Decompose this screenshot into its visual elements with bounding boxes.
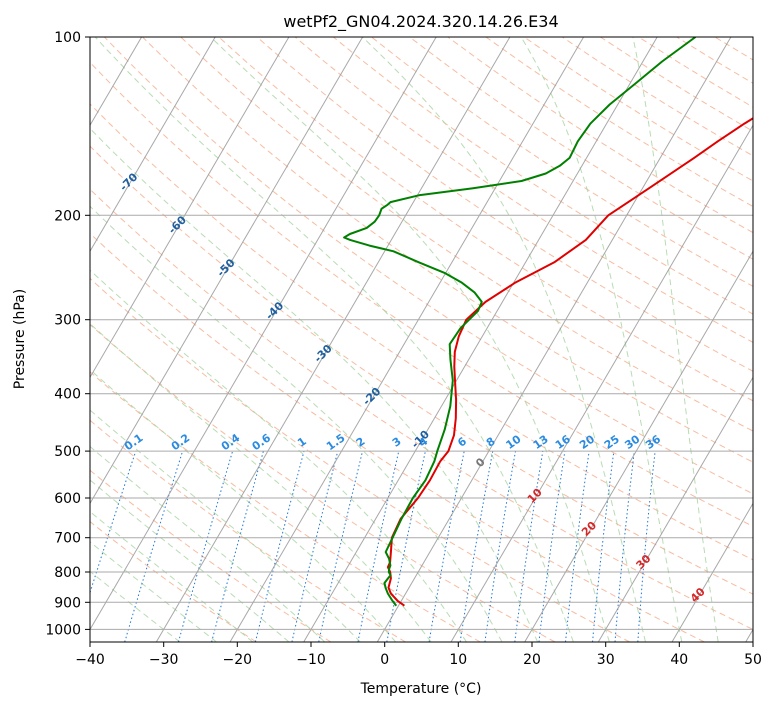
mixing-ratio-line [211,450,264,642]
x-axis-title: Temperature (°C) [360,681,482,697]
mixing-ratio-line [124,450,184,642]
mixing-ratio-line [565,451,590,642]
dry-adiabat-line [90,371,481,642]
skewed-isotherms [90,37,753,642]
y-tick-label: 900 [54,595,81,611]
mixing-ratio-line [637,451,656,642]
isotherm-line [155,37,511,642]
y-tick-label: 700 [54,531,81,547]
dry-adiabat-line [371,37,753,287]
mixing-ratio-lines [90,450,656,642]
plot-frame [89,36,754,643]
dry-adiabat-line [90,419,406,642]
dry-adiabat-line [90,61,753,527]
chart-title: wetPf2_GN04.2024.320.14.26.E34 [283,12,558,32]
x-tick-label: 30 [597,652,615,668]
mixing-ratio-line [538,451,566,642]
isobar-gridlines [90,37,753,630]
x-tick-label: −10 [296,652,326,668]
y-tick-label: 500 [54,444,81,460]
moist-adiabat-line [632,37,719,642]
mixing-ratio-line [592,451,615,642]
isotherm-line [90,37,437,631]
isotherm-line [303,37,658,642]
mixing-ratio-line [357,450,400,642]
dry-adiabat-line [256,37,753,372]
isotherm-line [671,502,753,642]
moist-adiabat-line [520,37,683,642]
y-tick-label: 600 [54,491,81,507]
isotherm-line [90,37,364,505]
moist-adiabat-line [90,205,503,642]
x-axis: −40 −30 −20 −10 0 10 20 30 40 50 [75,642,762,668]
isotherm-line [450,124,753,642]
dry-adiabat-line [90,520,257,642]
isotherm-line [90,37,216,253]
dry-adiabat-line [90,188,753,630]
x-tick-label: 0 [380,652,389,668]
dry-adiabat-line [104,37,753,495]
mixing-ratio-line [254,450,305,642]
mixing-ratio-line [291,450,339,642]
moist-adiabat-line [90,445,326,642]
y-tick-label: 800 [54,565,81,581]
dry-adiabats [90,37,753,642]
temperature-profile-line [386,117,753,607]
x-tick-label: −20 [223,652,253,668]
x-tick-label: −40 [75,652,105,668]
y-tick-label: 100 [54,30,81,46]
y-axis: 100 200 300 400 500 600 700 800 900 1000 [45,30,90,638]
moist-adiabat-line [210,37,610,642]
mixing-ratio-line [177,450,234,642]
moist-adiabat-line [90,409,361,642]
mixing-ratio-line [318,450,364,642]
isotherm-line [90,37,290,379]
dry-adiabat-line [90,232,705,642]
y-tick-label: 200 [54,208,81,224]
x-tick-label: 10 [449,652,467,668]
moist-adiabat-line [90,479,290,642]
isotherm-line [597,376,753,642]
x-tick-label: 20 [523,652,541,668]
plot-area: -100-90-80-70-60-50-40-30-20-10010203040… [90,37,753,642]
mixing-ratio-line [614,451,635,642]
y-tick-label: 400 [54,387,81,403]
dewpoint-profile-line [343,37,697,607]
y-tick-label: 1000 [45,622,81,638]
x-tick-label: 50 [744,652,762,668]
isotherm-line [229,37,585,642]
x-tick-label: −30 [149,652,179,668]
mixing-ratio-line [514,451,544,642]
isotherm-line [524,250,753,642]
isotherm-line [376,37,732,642]
moist-adiabat-line [362,37,646,642]
dry-adiabat-line [90,145,753,595]
x-tick-label: 40 [670,652,688,668]
y-tick-label: 300 [54,313,81,329]
moist-adiabat-line [94,37,574,642]
y-axis-title: Pressure (hPa) [12,289,28,389]
moist-adiabat-line [90,269,467,642]
profile-lines [343,37,753,607]
mixing-ratio-line [484,451,516,642]
moist-adiabat-line [90,127,539,642]
dry-adiabat-line [218,37,753,402]
